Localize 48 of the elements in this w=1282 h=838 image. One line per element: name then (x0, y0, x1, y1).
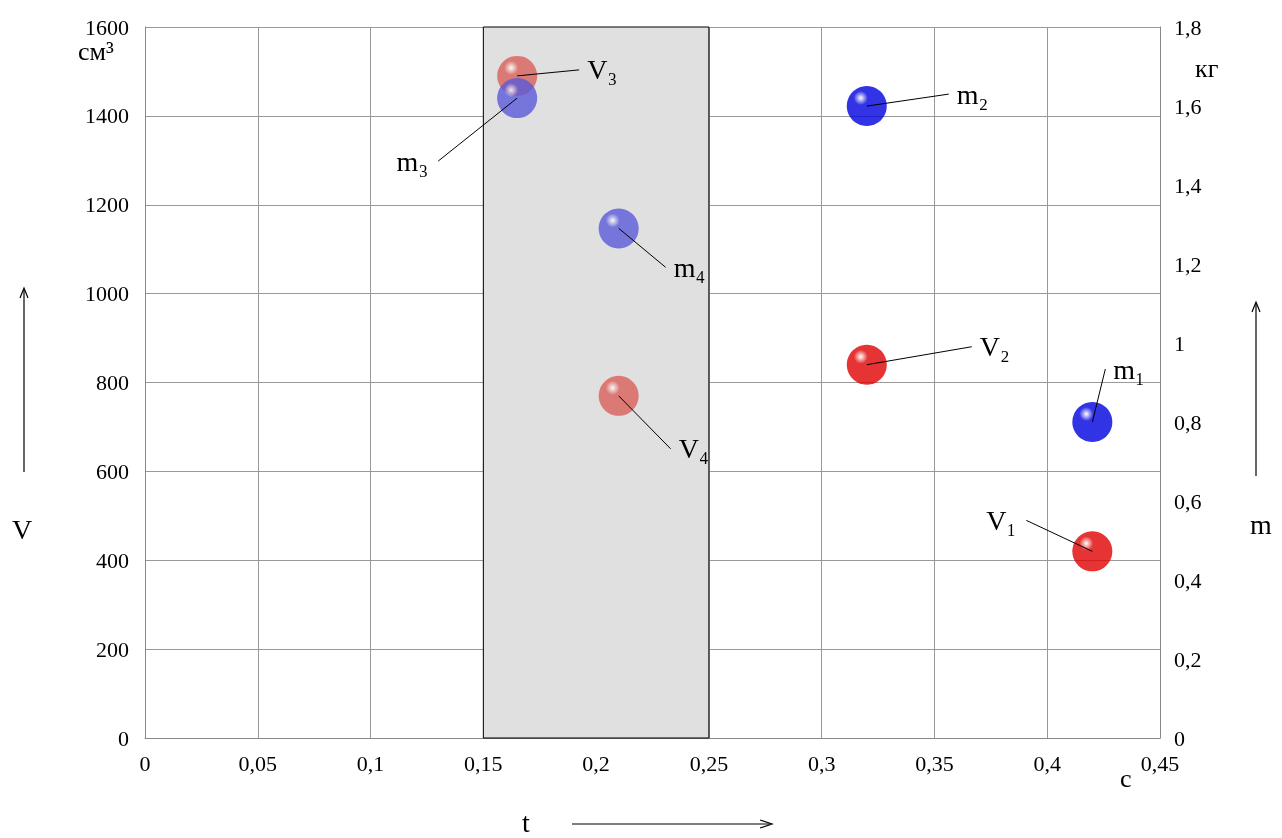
point (598, 375, 639, 416)
point (846, 86, 887, 126)
y-tick-label: 1400 (85, 103, 129, 129)
y2-tick-label: 0 (1174, 725, 1185, 751)
y-tick-label: 1000 (85, 281, 129, 307)
y-tick-label: 400 (96, 547, 129, 573)
x-tick-label: 0,4 (1033, 750, 1061, 776)
annotation: m₃ (396, 145, 429, 177)
y2-tick-label: 1,2 (1174, 251, 1202, 277)
annotation: m₂ (956, 78, 989, 110)
y-tick-label: 1200 (85, 192, 129, 218)
annotation: V₃ (587, 54, 618, 86)
x-tick-label: 0 (139, 750, 151, 776)
x-tick-label: 0,15 (464, 750, 503, 776)
point (598, 208, 639, 249)
text: с (1120, 763, 1132, 793)
point (1072, 531, 1113, 572)
x-tick-label: 0,45 (1140, 750, 1180, 776)
text: кг (1195, 53, 1219, 83)
point (497, 78, 538, 119)
y2-tick-label: 0,4 (1174, 567, 1202, 593)
y2-tick-label: 0,2 (1174, 646, 1202, 672)
y2-tick-label: 0,6 (1174, 488, 1202, 514)
point (846, 344, 887, 385)
x-tick-label: 0,25 (689, 750, 729, 776)
y2-tick-label: 1 (1174, 330, 1185, 356)
annotation: m₁ (1113, 353, 1145, 385)
y2-tick-label: 0,8 (1174, 409, 1202, 435)
y2-tick-label: 1,4 (1174, 172, 1202, 198)
x-tick-label: 0,35 (915, 750, 954, 776)
annotation: V₄ (678, 433, 709, 465)
y2-axis-title: m (1250, 508, 1272, 540)
x-tick-label: 0,3 (807, 750, 836, 776)
annotation: V₁ (986, 504, 1017, 536)
annotation: V₂ (979, 331, 1010, 363)
x-tick-label: 0,1 (356, 750, 385, 776)
x-tick-label: 0,05 (238, 750, 278, 776)
y2-tick-label: 1,8 (1174, 14, 1202, 40)
annotation: m₄ (673, 251, 706, 283)
x-tick-label: 0,2 (582, 750, 610, 776)
y-tick-label: 800 (96, 370, 129, 395)
y-tick-label: 0 (118, 725, 129, 751)
y2-tick-label: 1,6 (1174, 93, 1202, 119)
y-axis-title: V (12, 513, 33, 545)
point (1072, 402, 1113, 442)
y-tick-label: 600 (96, 458, 129, 484)
y-tick-label: 200 (96, 636, 129, 662)
x-axis-title: t (522, 806, 530, 838)
